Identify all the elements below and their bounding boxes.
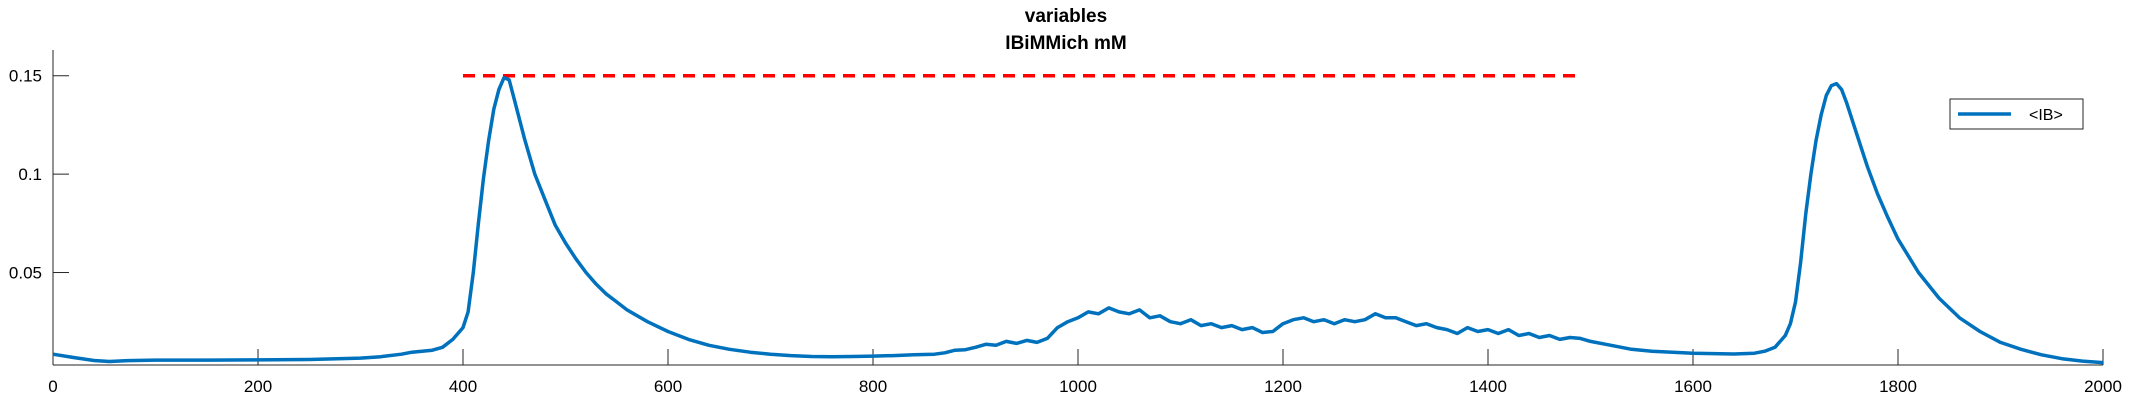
legend-label: <IB> xyxy=(2029,107,2063,124)
y-tick-label: 0.1 xyxy=(18,165,42,184)
series-group xyxy=(52,75,2104,365)
x-tick-label: 1800 xyxy=(1879,377,1917,396)
x-tick-label: 600 xyxy=(654,377,682,396)
x-tick-label: 200 xyxy=(244,377,272,396)
x-tick-label: 1600 xyxy=(1674,377,1712,396)
x-tick-label: 800 xyxy=(859,377,887,396)
x-tick-label: 2000 xyxy=(2084,377,2122,396)
x-tick-label: 400 xyxy=(449,377,477,396)
legend[interactable]: <IB> xyxy=(1949,98,2084,130)
y-tick-label: 0.15 xyxy=(9,67,42,86)
x-tick-label: 0 xyxy=(48,377,57,396)
series-line xyxy=(52,75,2104,365)
y-tick-label: 0.05 xyxy=(9,264,42,283)
chart-subtitle: IBiMMich mM xyxy=(1005,33,1126,54)
x-tick-label: 1200 xyxy=(1264,377,1302,396)
x-tick-label: 1000 xyxy=(1059,377,1097,396)
x-tick-label: 1400 xyxy=(1469,377,1507,396)
chart-title: variables xyxy=(1025,6,1107,27)
